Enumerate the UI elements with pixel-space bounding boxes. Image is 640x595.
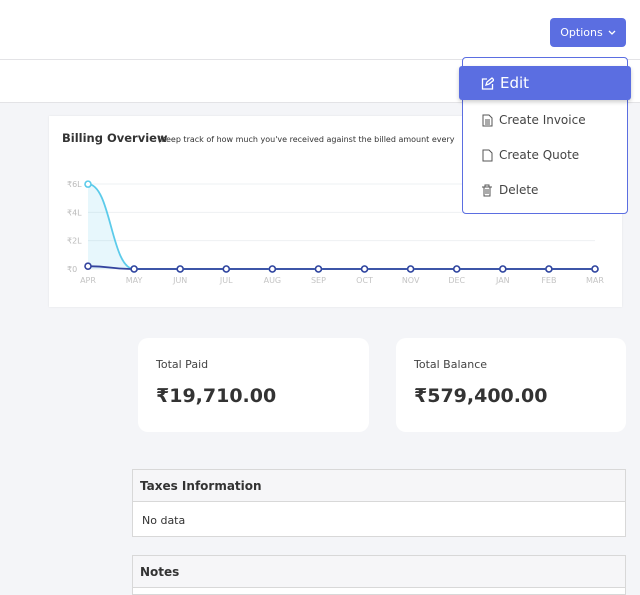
item-label: Create Invoice <box>499 113 586 127</box>
point <box>545 265 553 273</box>
options-button[interactable]: Options <box>550 18 626 47</box>
chart-title: Billing Overview <box>62 131 168 145</box>
point <box>591 265 599 273</box>
icon <box>482 114 493 126</box>
point <box>314 265 323 273</box>
point <box>406 265 415 273</box>
point <box>452 265 461 273</box>
y-tick-label: ₹4L <box>67 208 82 217</box>
options-label: Options <box>560 26 603 39</box>
y-tick-label: ₹6L <box>67 180 82 189</box>
x-tick-label: JUL <box>219 276 233 285</box>
card-value: ₹19,710.00 <box>156 385 277 407</box>
menu-item[interactable]: Create Invoice <box>481 113 586 127</box>
x-tick-label: APR <box>80 276 96 285</box>
summary-card: Total Paid ₹19,710.00 <box>138 338 369 432</box>
summary-card: Total Balance ₹579,400.00 <box>396 338 626 432</box>
menu-item[interactable]: Create Quote <box>481 148 579 162</box>
x-tick-label: JAN <box>495 276 510 285</box>
x-tick-label: OCT <box>356 276 373 285</box>
item-label: Create Quote <box>499 148 580 162</box>
x-tick-label: JUN <box>172 276 187 285</box>
top-bar <box>0 0 640 60</box>
point <box>176 265 184 273</box>
icon <box>482 184 492 196</box>
icon <box>482 149 493 161</box>
x-tick-label: MAY <box>126 276 143 285</box>
item-label: Edit <box>500 74 530 92</box>
y-tick-label: ₹0 <box>67 265 77 274</box>
card-label: Total Paid <box>156 358 209 371</box>
x-tick-label: NOV <box>402 276 420 285</box>
card-label: Total Balance <box>414 358 488 371</box>
panel-body: No data <box>142 514 186 527</box>
chart-subtitle: (Keep track of how much you've received … <box>158 135 455 144</box>
notes-panel: Notes <box>132 555 626 595</box>
menu-item-active[interactable]: Edit <box>459 66 631 100</box>
point <box>499 265 507 273</box>
y-tick-label: ₹2L <box>67 237 82 246</box>
item-label: Delete <box>499 183 539 197</box>
x-tick-label: MAR <box>586 276 604 285</box>
x-tick-label: SEP <box>311 276 326 285</box>
point <box>222 265 231 273</box>
point <box>84 180 92 188</box>
point <box>84 262 92 271</box>
menu-item[interactable]: Delete <box>481 183 538 197</box>
point <box>130 265 138 273</box>
x-tick-label: FEB <box>541 276 556 285</box>
x-tick-label: DEC <box>448 276 465 285</box>
chevron <box>608 30 616 35</box>
taxes-panel: Taxes Information No data <box>132 469 626 537</box>
x-tick-label: AUG <box>264 276 282 285</box>
panel-title: Taxes Information <box>133 470 625 502</box>
panel-title: Notes <box>133 556 625 588</box>
line <box>87 265 595 270</box>
icon <box>481 76 494 90</box>
point <box>360 265 369 273</box>
card-value: ₹579,400.00 <box>414 385 548 407</box>
point <box>268 265 277 273</box>
